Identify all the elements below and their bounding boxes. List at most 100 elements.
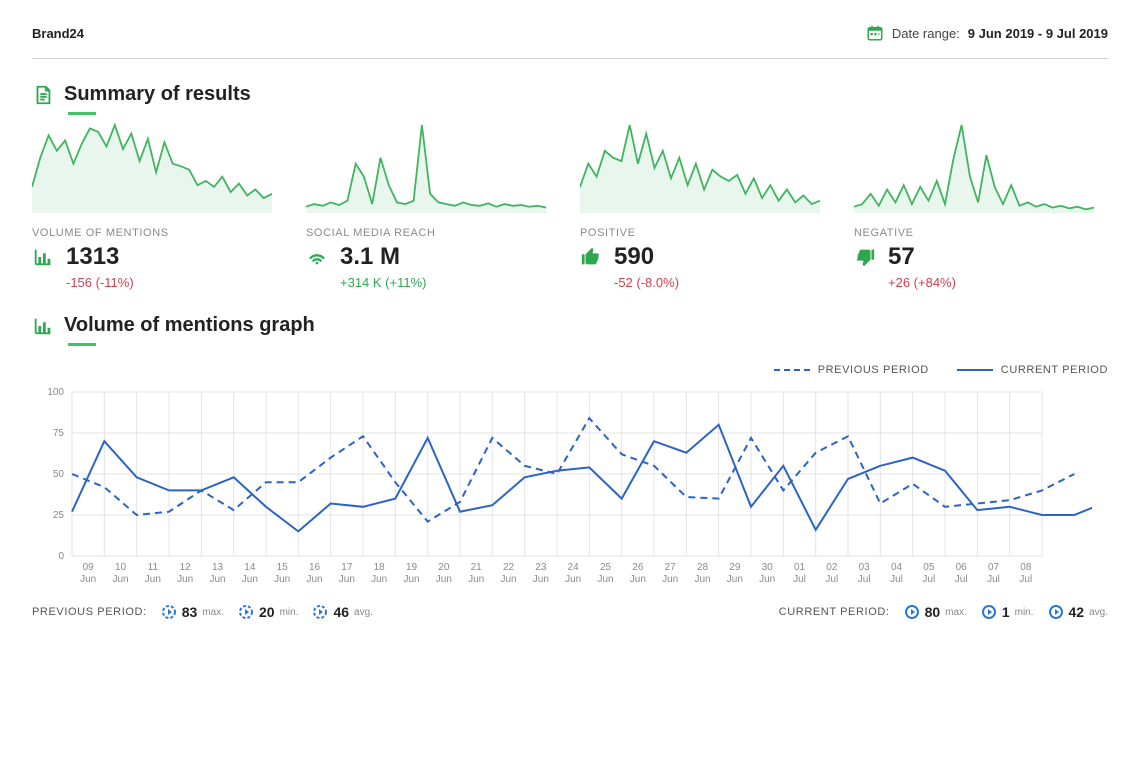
svg-text:Jun: Jun [80,574,96,585]
sparkline [32,123,286,213]
svg-text:07: 07 [988,562,1000,573]
summary-card-positive: POSITIVE590-52 (-8.0%) [580,123,834,290]
thumb-down-icon [854,246,878,268]
bar-chart-icon [32,246,56,268]
svg-text:17: 17 [341,562,353,573]
card-label: VOLUME OF MENTIONS [32,227,286,239]
svg-text:Jun: Jun [242,574,258,585]
card-value: 590 [614,243,654,271]
svg-text:Jun: Jun [339,574,355,585]
svg-text:02: 02 [826,562,838,573]
footer-prev-label: PREVIOUS PERIOD: [32,606,147,618]
svg-text:15: 15 [277,562,289,573]
svg-text:Jun: Jun [468,574,484,585]
volume-chart: 025507510009Jun10Jun11Jun12Jun13Jun14Jun… [32,382,1108,592]
svg-text:01: 01 [794,562,806,573]
thumb-up-icon [580,246,604,268]
svg-text:Jul: Jul [955,574,968,585]
stat-prev-min: 20min. [238,604,298,620]
svg-text:Jul: Jul [858,574,871,585]
svg-text:22: 22 [503,562,515,573]
sparkline [854,123,1108,213]
summary-section: Summary of results VOLUME OF MENTIONS 131… [32,83,1108,290]
brand-name: Brand24 [32,26,84,41]
svg-text:Jun: Jun [500,574,516,585]
calendar-icon [866,24,884,42]
svg-text:Jun: Jun [112,574,128,585]
svg-text:24: 24 [568,562,580,573]
card-delta: -52 (-8.0%) [614,275,834,290]
footer-curr-group: CURRENT PERIOD: 80max. 1min. 42avg. [779,604,1108,620]
svg-text:0: 0 [58,551,64,562]
svg-text:Jun: Jun [759,574,775,585]
svg-text:Jun: Jun [371,574,387,585]
wifi-icon [306,246,330,268]
card-value: 3.1 M [340,243,400,271]
card-value: 57 [888,243,915,271]
svg-text:Jun: Jun [306,574,322,585]
stat-prev-avg: 46avg. [312,604,372,620]
svg-text:Jul: Jul [890,574,903,585]
svg-text:11: 11 [148,562,159,573]
svg-text:Jul: Jul [825,574,838,585]
svg-text:Jun: Jun [533,574,549,585]
stat-curr-max: 80max. [904,604,967,620]
summary-title: Summary of results [64,83,251,106]
svg-text:20: 20 [438,562,450,573]
svg-text:Jun: Jun [274,574,290,585]
footer-stats: PREVIOUS PERIOD: 83max. 20min. 46avg. CU… [32,604,1108,620]
svg-text:29: 29 [729,562,741,573]
svg-text:14: 14 [244,562,256,573]
svg-text:08: 08 [1020,562,1032,573]
svg-text:26: 26 [632,562,644,573]
card-value: 1313 [66,243,119,271]
svg-text:19: 19 [406,562,418,573]
svg-text:30: 30 [762,562,774,573]
summary-card-reach: SOCIAL MEDIA REACH3.1 M+314 K (+11%) [306,123,560,290]
date-range: Date range: 9 Jun 2019 - 9 Jul 2019 [866,24,1108,42]
volume-title: Volume of mentions graph [64,314,315,337]
document-icon [32,84,54,106]
svg-text:03: 03 [859,562,871,573]
date-range-label: Date range: [892,26,960,41]
sparkline [306,123,560,213]
legend-label-curr: CURRENT PERIOD [1001,364,1108,376]
chart-legend: PREVIOUS PERIOD CURRENT PERIOD [32,364,1108,376]
svg-text:Jun: Jun [694,574,710,585]
svg-text:25: 25 [53,510,65,521]
bar-chart-icon [32,315,54,337]
card-delta: +314 K (+11%) [340,275,560,290]
svg-text:10: 10 [115,562,127,573]
svg-text:Jun: Jun [209,574,225,585]
svg-text:Jun: Jun [597,574,613,585]
svg-text:28: 28 [697,562,709,573]
svg-text:Jun: Jun [436,574,452,585]
section-underline [68,112,96,115]
svg-text:16: 16 [309,562,321,573]
footer-curr-label: CURRENT PERIOD: [779,606,890,618]
svg-text:21: 21 [471,562,483,573]
footer-prev-group: PREVIOUS PERIOD: 83max. 20min. 46avg. [32,604,373,620]
svg-text:Jun: Jun [565,574,581,585]
svg-text:75: 75 [53,428,65,439]
svg-text:06: 06 [956,562,968,573]
svg-text:Jul: Jul [987,574,1000,585]
svg-text:18: 18 [374,562,386,573]
svg-text:Jul: Jul [922,574,935,585]
svg-text:Jun: Jun [662,574,678,585]
stat-curr-avg: 42avg. [1048,604,1108,620]
svg-text:Jun: Jun [177,574,193,585]
sparkline [580,123,834,213]
svg-text:Jul: Jul [793,574,806,585]
stat-curr-min: 1min. [981,604,1034,620]
svg-text:100: 100 [47,387,64,398]
svg-text:09: 09 [83,562,95,573]
summary-card-negative: NEGATIVE57+26 (+84%) [854,123,1108,290]
legend-swatch-prev [774,369,810,371]
card-delta: +26 (+84%) [888,275,1108,290]
date-range-value: 9 Jun 2019 - 9 Jul 2019 [968,26,1108,41]
summary-card-volume: VOLUME OF MENTIONS1313-156 (-11%) [32,123,286,290]
header: Brand24 Date range: 9 Jun 2019 - 9 Jul 2… [32,24,1108,59]
svg-text:13: 13 [212,562,224,573]
svg-text:Jul: Jul [1019,574,1032,585]
